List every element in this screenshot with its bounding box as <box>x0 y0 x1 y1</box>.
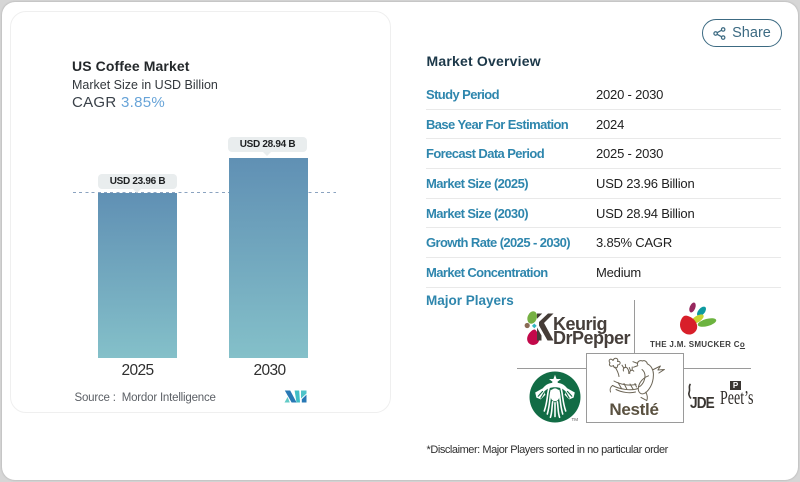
svg-text:TM: TM <box>572 417 579 422</box>
